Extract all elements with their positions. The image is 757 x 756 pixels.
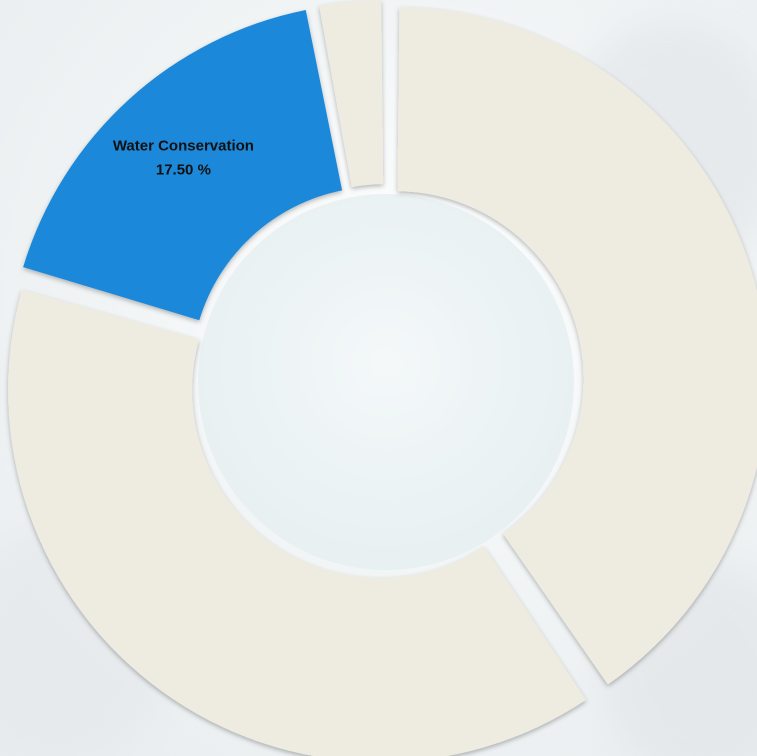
slice-4[interactable]: [319, 0, 384, 188]
donut-hole: [198, 194, 574, 570]
slices-layer: [8, 0, 757, 756]
slice-label: Water Conservation 17.50 %: [113, 137, 254, 178]
slice-water-conservation[interactable]: [23, 9, 343, 321]
slice-1[interactable]: [397, 7, 757, 685]
slice-category-label: Water Conservation: [113, 137, 254, 154]
slice-2[interactable]: [8, 290, 586, 756]
slice-value-label: 17.50 %: [156, 161, 211, 178]
labels-layer: Water Conservation 17.50 %: [113, 137, 254, 178]
